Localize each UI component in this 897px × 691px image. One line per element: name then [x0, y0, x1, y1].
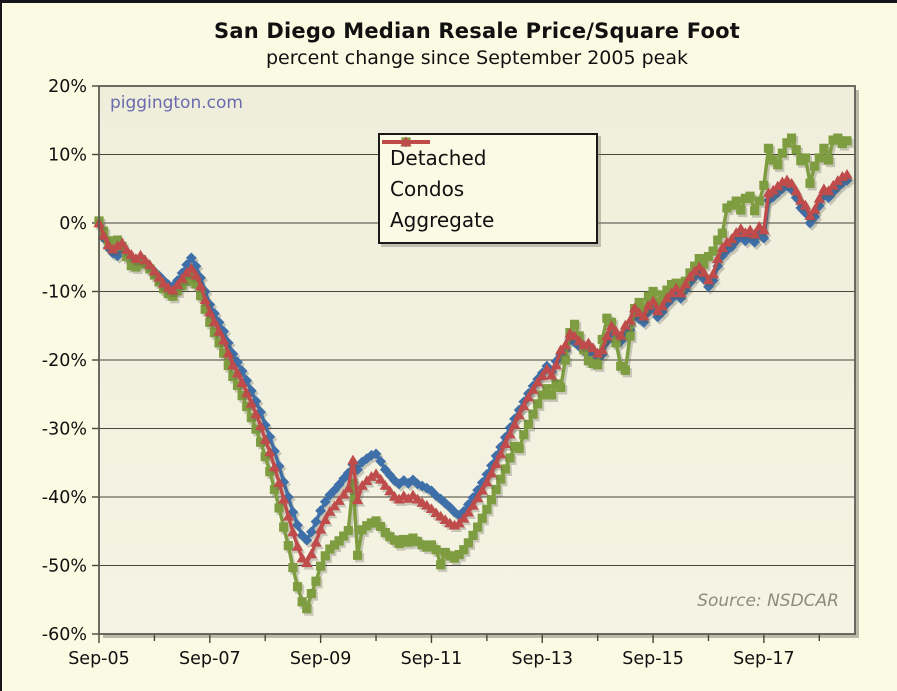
- legend: Detached Condos Aggregate: [378, 133, 598, 244]
- x-tick-label: Sep-09: [290, 649, 352, 669]
- legend-item-condos: Condos: [382, 137, 590, 204]
- chart-subtitle: percent change since September 2005 peak: [265, 47, 689, 69]
- x-tick-label: Sep-05: [68, 649, 130, 669]
- y-tick-label: 20%: [48, 77, 87, 97]
- y-tick-label: 10%: [48, 146, 87, 166]
- legend-label-detached: Detached: [390, 145, 487, 170]
- y-tick-label: -50%: [42, 557, 87, 577]
- y-tick-label: -40%: [42, 488, 87, 508]
- watermark-piggington: piggington.com: [110, 93, 243, 113]
- y-tick-label: -10%: [42, 283, 87, 303]
- x-tick-label: Sep-17: [733, 649, 795, 669]
- x-tick-label: Sep-13: [511, 649, 573, 669]
- chart-title: San Diego Median Resale Price/Square Foo…: [214, 19, 740, 43]
- y-tick-label: 0%: [59, 214, 87, 234]
- x-tick-label: Sep-15: [622, 649, 684, 669]
- y-tick-label: -20%: [42, 351, 87, 371]
- plot-frame: [98, 85, 856, 635]
- aggregate-line-triangle-icon: [382, 136, 430, 147]
- x-tick-label: Sep-07: [179, 649, 241, 669]
- legend-label-aggregate: Aggregate: [390, 207, 495, 232]
- legend-item-aggregate: Aggregate: [382, 136, 590, 235]
- source-credit: Source: NSDCAR: [697, 591, 839, 611]
- y-tick-label: -60%: [42, 625, 87, 645]
- legend-label-condos: Condos: [390, 176, 465, 201]
- x-tick-label: Sep-11: [401, 649, 463, 669]
- y-tick-label: -30%: [42, 420, 87, 440]
